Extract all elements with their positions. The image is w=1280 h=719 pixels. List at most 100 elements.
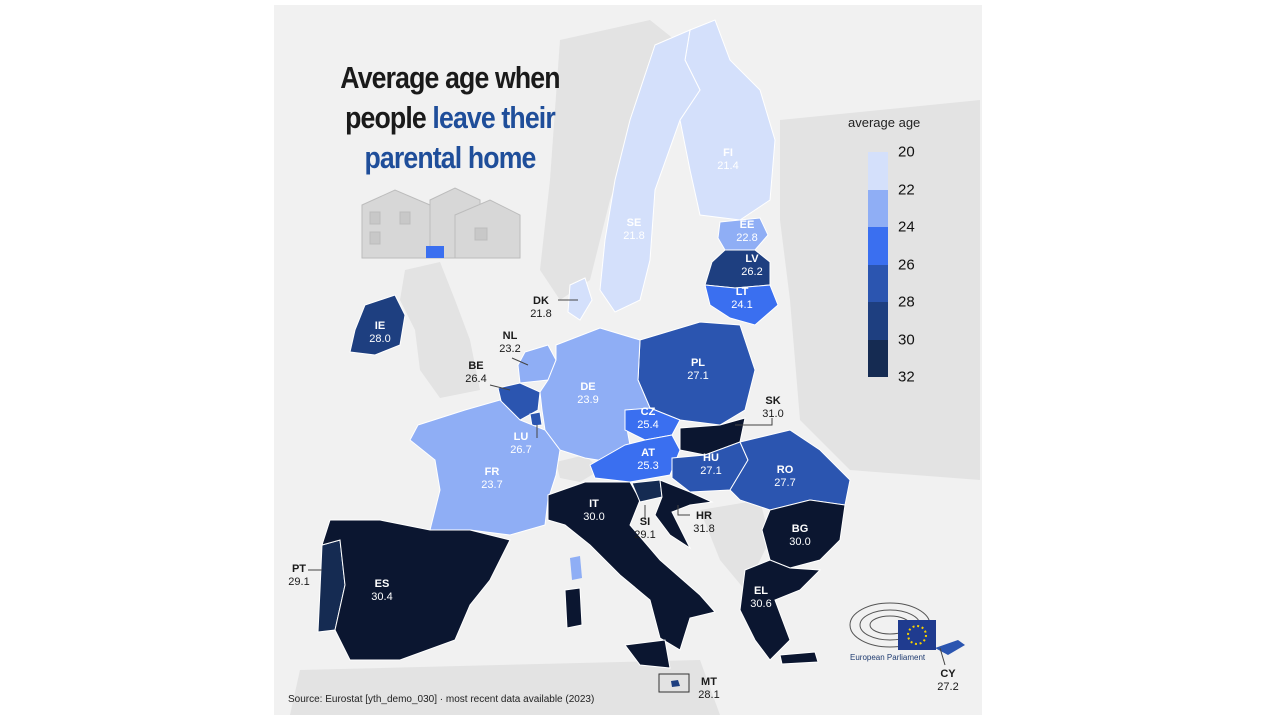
house-illustration [361,187,521,259]
country-code: SK [765,395,781,407]
country-value: 30.6 [750,598,772,610]
country-label-hr: HR 31.8 [684,510,724,536]
country-value: 22.8 [736,232,758,244]
country-label-ro: RO 27.7 [765,464,805,490]
country-code: PT [291,563,307,575]
country-value: 23.7 [481,479,503,491]
country-code: IE [374,320,386,332]
legend-title: average age [848,115,921,130]
country-lu [529,411,543,427]
source-note: Source: Eurostat [yth_demo_030] · most r… [288,694,595,705]
title-line-2a: people [345,100,433,135]
country-label-lu: LU 26.7 [501,431,541,457]
land-north-africa [290,660,720,715]
country-value: 30.0 [583,511,605,523]
country-label-de: DE 23.9 [568,381,608,407]
country-label-el: EL 30.6 [741,585,781,611]
country-cy [935,640,965,655]
country-label-se: SE 21.8 [614,217,654,243]
country-value: 21.4 [717,160,739,172]
country-label-mt: MT 28.1 [689,676,729,702]
country-code: CZ [640,406,656,418]
logo-text: European Parliament [850,653,926,662]
country-label-cz: CZ 25.4 [628,406,668,432]
country-code: BE [468,360,484,372]
country-value: 27.2 [937,681,959,693]
country-lt [704,284,779,326]
country-label-lv: LV 26.2 [732,253,772,279]
country-code: DE [580,381,596,393]
legend-tick: 32 [898,368,915,386]
country-code: NL [502,330,518,342]
map-title: Average age when people leave their pare… [321,58,579,178]
country-code: SE [626,217,642,229]
country-at [589,434,681,483]
legend-tick: 30 [898,331,915,348]
country-de [539,327,651,463]
country-code: MT [701,676,717,688]
country-es [321,519,511,661]
land-uk [400,262,480,398]
country-bg [761,499,846,569]
country-code: HU [703,452,719,464]
country-value: 30.0 [789,536,811,548]
title-line-3: parental home [364,140,536,175]
country-value: 29.1 [634,529,656,541]
country-value: 30.4 [371,591,393,603]
country-code: IT [589,498,599,510]
country-code: LV [745,253,759,265]
legend-tick: 22 [898,181,915,198]
legend-swatch [868,339,888,377]
country-el [739,559,822,661]
country-label-sk: SK 31.0 [753,395,793,421]
country-value: 31.8 [693,523,715,535]
legend-swatch [868,302,888,340]
country-label-cy: CY 27.2 [928,668,968,694]
country-label-nl: NL 23.2 [490,330,530,356]
country-value: 26.7 [510,444,532,456]
country-code: AT [641,447,655,459]
country-code: FR [484,466,500,478]
legend-swatch [868,264,888,302]
country-code: SI [639,516,651,528]
country-label-it: IT 30.0 [574,498,614,524]
country-code: LT [735,286,749,298]
title-line-2: people leave their [321,98,579,138]
country-code: HR [696,510,712,522]
suitcase-icon [426,246,444,258]
mt-inset-box [658,673,690,693]
legend-tick: 28 [898,293,915,311]
legend-tick: 26 [898,256,915,273]
country-label-lt: LT 24.1 [722,286,762,312]
title-line-1: Average age when [340,60,560,95]
country-ie [349,294,406,356]
country-value: 29.1 [288,576,310,588]
country-value: 31.0 [762,408,784,420]
country-label-hu: HU 27.1 [691,452,731,478]
country-value: 25.3 [637,460,659,472]
leader-lines [308,299,946,666]
legend-swatch [868,227,888,265]
country-value: 27.7 [774,477,796,489]
country-value: 23.9 [577,394,599,406]
country-value: 23.2 [499,343,521,355]
country-label-at: AT 25.3 [628,447,668,473]
legend-tick: 20 [898,143,915,161]
country-code: FI [723,147,733,159]
country-label-be: BE 26.4 [456,360,496,386]
country-label-dk: DK 21.8 [521,295,561,321]
country-el-crete [779,651,819,665]
country-code: PL [690,357,706,369]
country-code: ES [374,578,390,590]
country-value: 27.1 [700,465,722,477]
country-label-bg: BG 30.0 [780,523,820,549]
country-value: 25.4 [637,419,659,431]
country-label-ie: IE 28.0 [360,320,400,346]
country-corsica [570,556,582,580]
country-code: LU [513,431,529,443]
country-value: 26.4 [465,373,487,385]
country-value: 28.0 [369,333,391,345]
country-code: DK [533,295,549,307]
country-label-fr: FR 23.7 [472,466,512,492]
